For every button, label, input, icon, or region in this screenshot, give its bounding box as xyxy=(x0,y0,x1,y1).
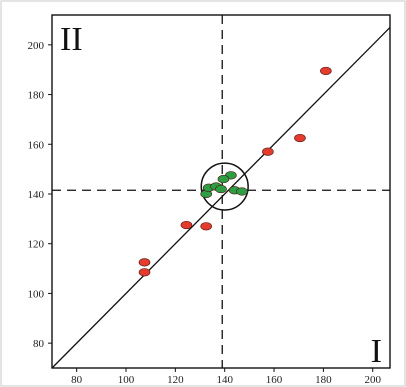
x-tick-label: 100 xyxy=(118,374,135,386)
quadrant-label: II xyxy=(60,21,83,58)
data-point xyxy=(180,220,193,230)
x-tick-label: 160 xyxy=(266,374,283,386)
y-tick-label: 100 xyxy=(28,288,45,300)
x-tick-label: 200 xyxy=(364,374,381,386)
plot-frame xyxy=(51,14,391,369)
x-tick-label: 80 xyxy=(71,374,83,386)
data-point xyxy=(236,187,248,196)
y-tick-label: 140 xyxy=(28,189,45,201)
data-point xyxy=(138,268,151,277)
y-axis-ticks: 80 100 120 140 160 180 200 xyxy=(28,40,52,350)
diagonal-line xyxy=(51,26,391,369)
x-tick-label: 180 xyxy=(315,374,332,386)
y-tick-label: 80 xyxy=(33,338,45,350)
highlight-circle xyxy=(200,162,249,211)
data-point xyxy=(262,147,274,156)
data-point xyxy=(294,133,306,143)
data-point xyxy=(215,184,227,194)
highlight-circle-layer xyxy=(200,162,249,211)
y-tick-label: 160 xyxy=(28,139,45,151)
data-points xyxy=(138,66,332,277)
x-tick-label: 140 xyxy=(216,374,233,386)
data-point xyxy=(138,258,151,267)
data-point xyxy=(200,222,212,231)
y-tick-label: 180 xyxy=(28,90,45,102)
y-tick-label: 120 xyxy=(28,239,45,251)
data-point xyxy=(320,66,332,76)
data-point xyxy=(217,174,230,184)
y-tick-label: 200 xyxy=(28,40,45,52)
quadrant-label: I xyxy=(371,333,382,370)
x-tick-label: 120 xyxy=(167,374,184,386)
x-axis-ticks: 80 100 120 140 160 180 200 xyxy=(71,368,381,386)
quadrant-labels: III xyxy=(60,21,382,370)
